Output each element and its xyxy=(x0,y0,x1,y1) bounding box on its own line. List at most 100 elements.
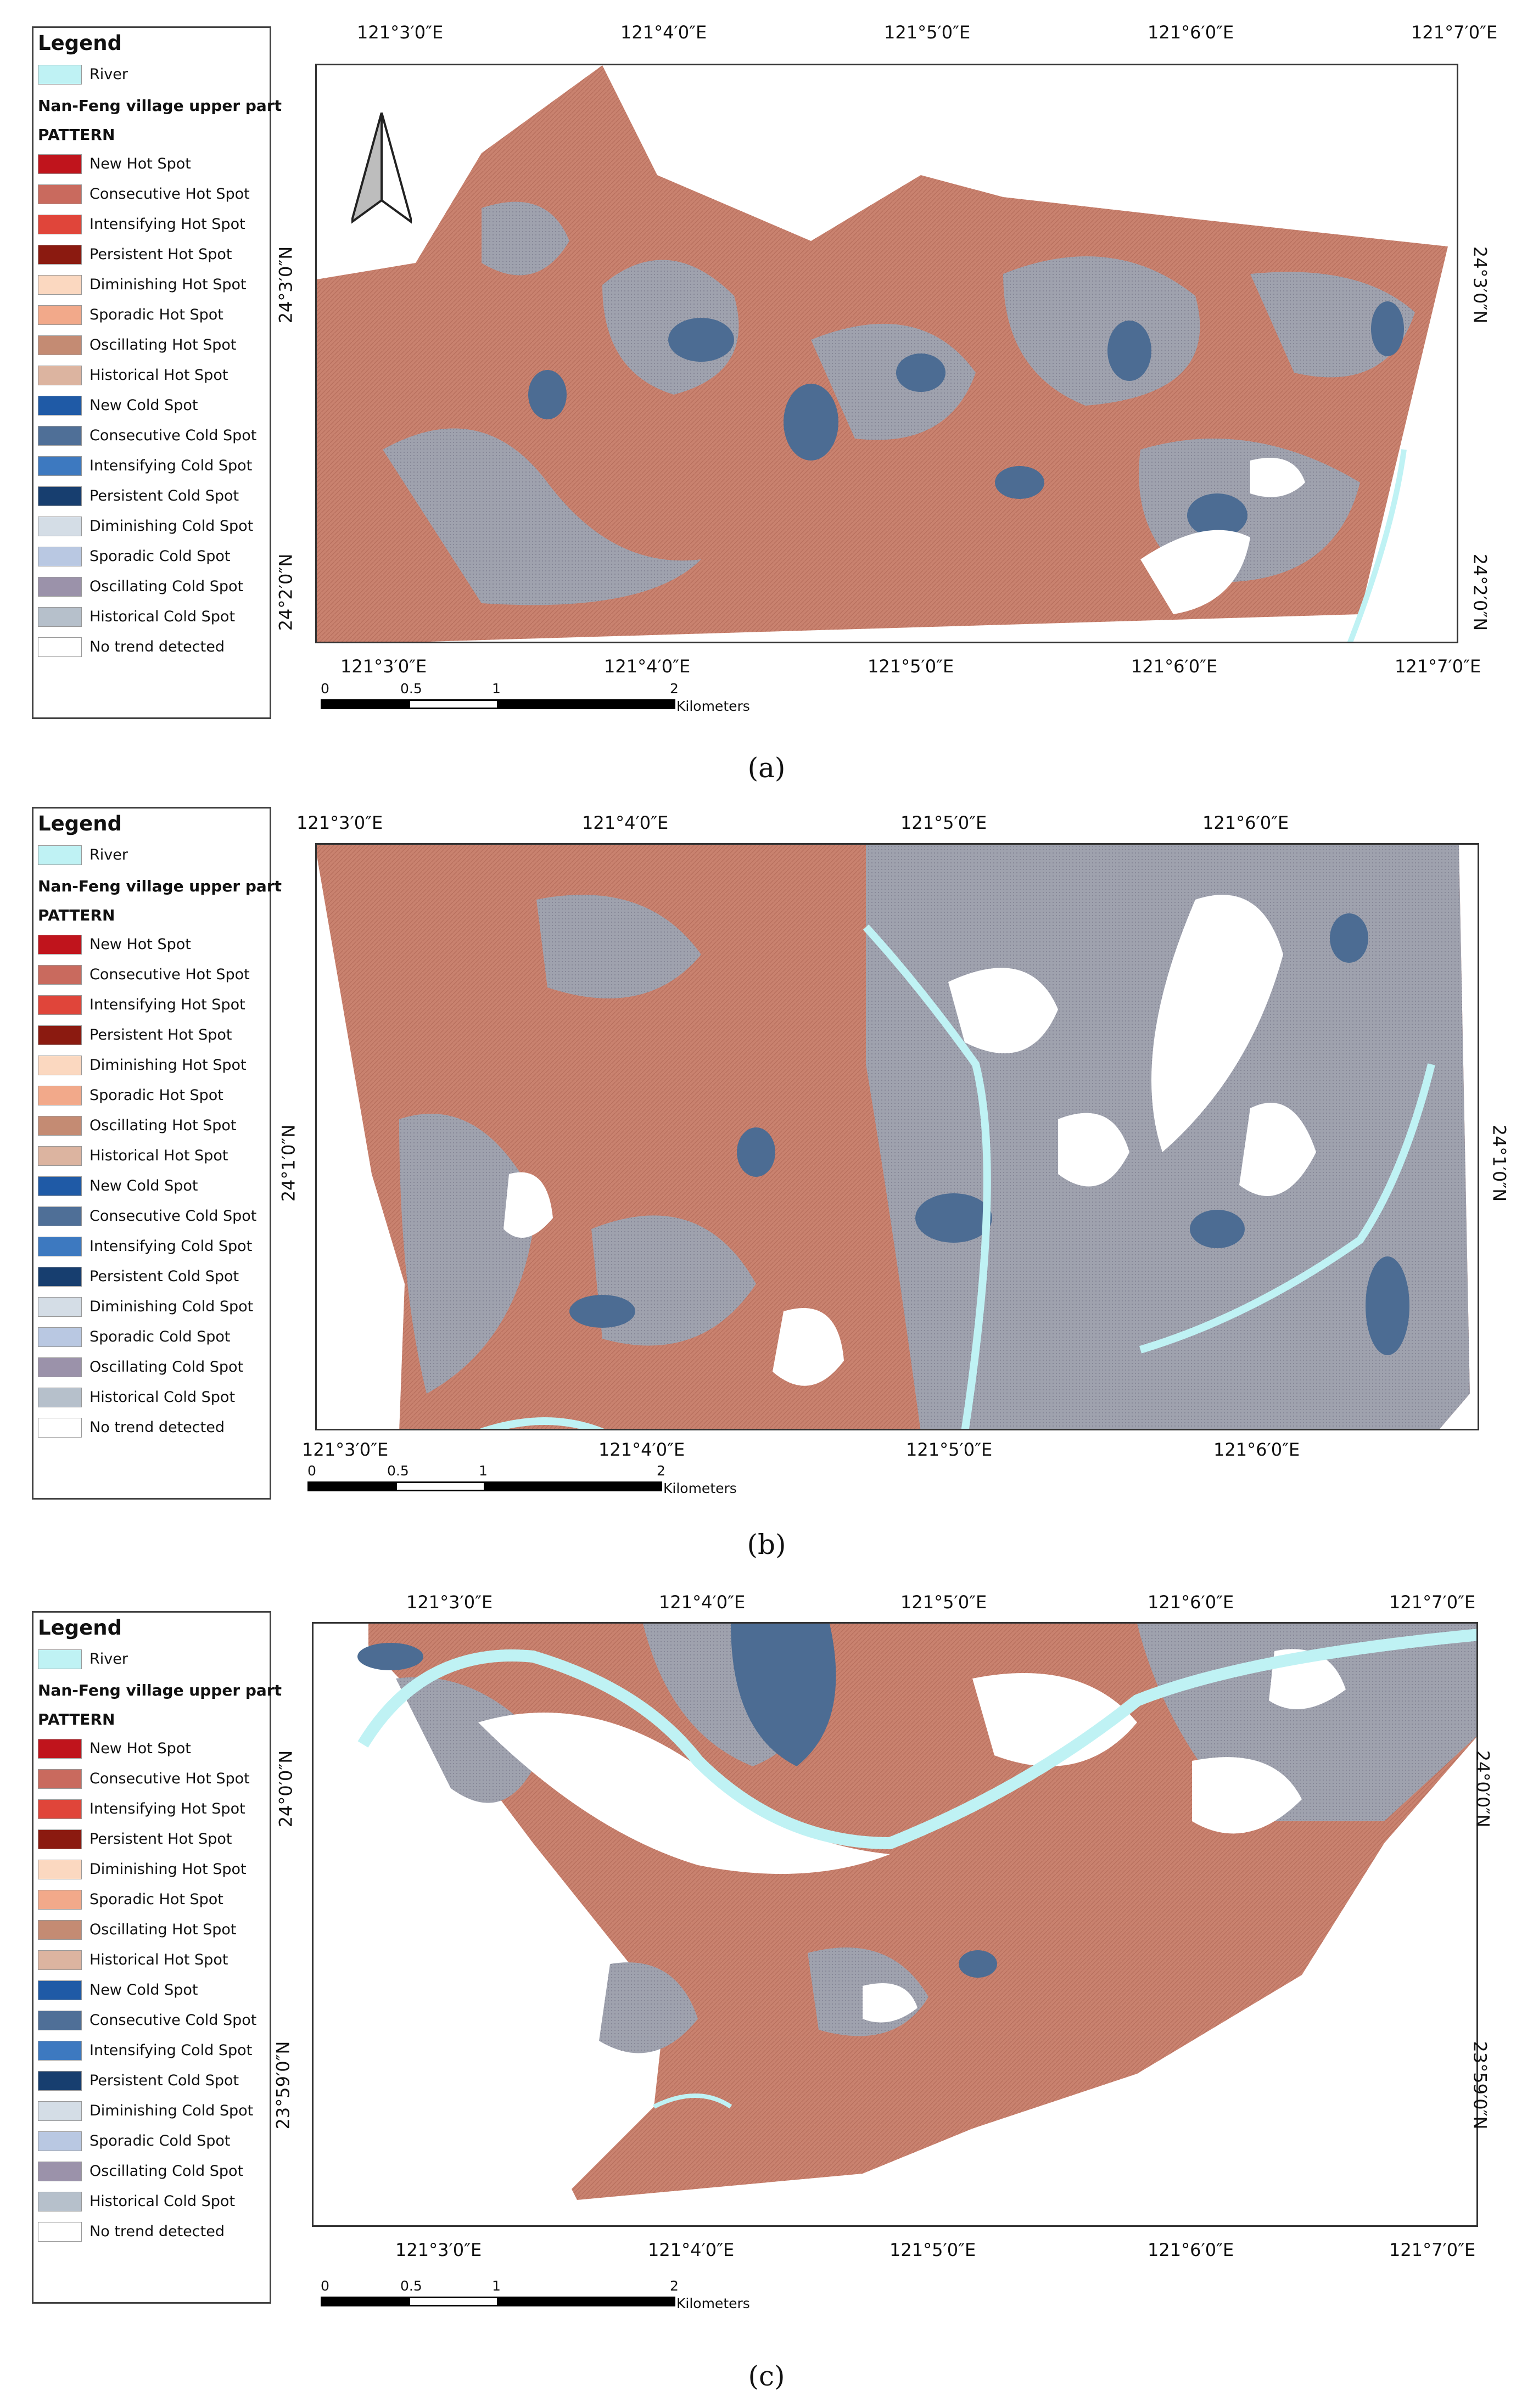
lat-label-right: 23°59′0″N xyxy=(1469,2041,1491,2130)
legend-swatch xyxy=(38,486,82,506)
lat-label-left: 24°2′0″N xyxy=(275,553,296,631)
legend-pattern-label: PATTERN xyxy=(38,1710,115,1728)
bottom-lon-label: 121°4′0″E xyxy=(598,1439,685,1460)
legend-label: Diminishing Cold Spot xyxy=(89,2102,254,2119)
legend-item: Historical Hot Spot xyxy=(33,360,270,390)
legend-swatch xyxy=(38,546,82,566)
legend-label: Intensifying Cold Spot xyxy=(89,1238,253,1255)
legend-item: Sporadic Cold Spot xyxy=(33,541,270,571)
legend-label: No trend detected xyxy=(89,638,225,655)
legend-label: Diminishing Hot Spot xyxy=(89,276,247,293)
legend-label: Diminishing Hot Spot xyxy=(89,1057,247,1074)
legend-label: Oscillating Cold Spot xyxy=(89,1359,244,1376)
map-panel-c: Legend River Nan-Feng village upper part PA… xyxy=(0,1581,1533,2408)
legend-item: Consecutive Cold Spot xyxy=(33,2005,270,2035)
legend-item: Intensifying Cold Spot xyxy=(33,451,270,481)
legend-swatch xyxy=(38,1919,82,1940)
scale-tick: 1 xyxy=(479,1463,488,1479)
legend-label: Oscillating Cold Spot xyxy=(89,2163,244,2180)
legend-swatch xyxy=(38,2191,82,2211)
legend-swatch xyxy=(38,1266,82,1287)
legend-label: Persistent Hot Spot xyxy=(89,1831,232,1848)
legend-pattern-label: PATTERN xyxy=(38,906,115,924)
map-canvas xyxy=(357,1624,1476,2200)
scale-bar: 0 0.5 1 2 Kilometers xyxy=(321,2278,760,2311)
scale-unit: Kilometers xyxy=(676,2295,750,2311)
lat-label-right: 24°0′0″N xyxy=(1472,1750,1493,1828)
legend-pattern-label: PATTERN xyxy=(38,126,115,144)
legend-swatch xyxy=(38,1055,82,1075)
legend-area-label: Nan-Feng village upper part xyxy=(38,97,282,115)
legend-label: Consecutive Cold Spot xyxy=(89,1208,257,1225)
dark-cold-patches xyxy=(357,1624,997,1978)
dark-cold-patches xyxy=(528,301,1404,537)
bottom-lon-label: 121°7′0″E xyxy=(1395,656,1481,677)
legend-label: Intensifying Hot Spot xyxy=(89,1800,245,1817)
legend-item: New Hot Spot xyxy=(33,149,270,179)
legend-label: Oscillating Cold Spot xyxy=(89,578,244,595)
legend-label: Consecutive Cold Spot xyxy=(89,427,257,444)
bottom-lon-label: 121°7′0″E xyxy=(1389,2239,1476,2260)
legend-title: Legend xyxy=(38,812,122,835)
bottom-lon-label: 121°6′0″E xyxy=(1131,656,1218,677)
legend-swatch xyxy=(38,2221,82,2242)
legend-item: Persistent Hot Spot xyxy=(33,239,270,270)
legend-label: Diminishing Cold Spot xyxy=(89,518,254,535)
river xyxy=(480,1417,604,1429)
legend-item: Sporadic Cold Spot xyxy=(33,2126,270,2156)
legend-swatch xyxy=(38,1950,82,1970)
no-trend-areas xyxy=(503,895,1316,1386)
legend-item: Consecutive Hot Spot xyxy=(33,179,270,209)
river xyxy=(357,1629,1476,1850)
legend-item: Sporadic Hot Spot xyxy=(33,1080,270,1110)
legend-item: Consecutive Hot Spot xyxy=(33,959,270,990)
legend-title: Legend xyxy=(38,31,122,55)
legend-item: Historical Cold Spot xyxy=(33,602,270,632)
legend-item: Sporadic Hot Spot xyxy=(33,300,270,330)
no-trend-areas xyxy=(1140,458,1305,614)
legend-item: New Cold Spot xyxy=(33,1171,270,1201)
no-trend-areas xyxy=(478,1649,1346,2023)
panel-caption: (a) xyxy=(747,752,786,784)
legend-label: New Hot Spot xyxy=(89,1740,191,1757)
legend-swatch xyxy=(38,305,82,325)
legend-item: Intensifying Hot Spot xyxy=(33,209,270,239)
legend-swatch xyxy=(38,637,82,657)
legend-swatch xyxy=(38,1829,82,1849)
legend-label: Consecutive Cold Spot xyxy=(89,2012,257,2029)
top-lon-label: 121°6′0″E xyxy=(1148,22,1234,43)
legend-item: Consecutive Cold Spot xyxy=(33,1201,270,1231)
legend-swatch xyxy=(38,607,82,627)
legend-label: Historical Hot Spot xyxy=(89,367,228,384)
legend-item: Sporadic Hot Spot xyxy=(33,1884,270,1915)
legend-swatch xyxy=(38,1115,82,1136)
legend-swatch xyxy=(38,1357,82,1377)
legend-label: Oscillating Hot Spot xyxy=(89,336,237,353)
bottom-lon-label: 121°4′0″E xyxy=(604,656,691,677)
legend-area-label: Nan-Feng village upper part xyxy=(38,1681,282,1699)
scale-tick: 0 xyxy=(307,1463,316,1479)
map-panel-a: Legend River Nan-Feng village upper part PA… xyxy=(0,0,1533,790)
legend-item: Oscillating Cold Spot xyxy=(33,571,270,602)
legend-label: River xyxy=(89,1651,128,1668)
scale-unit: Kilometers xyxy=(676,698,750,714)
legend-swatch xyxy=(38,274,82,295)
map-panel-b: Legend River Nan-Feng village upper part PA… xyxy=(0,785,1533,1575)
legend-label: Intensifying Hot Spot xyxy=(89,216,245,233)
legend: Legend River Nan-Feng village upper part PA… xyxy=(32,26,282,719)
legend-item: Intensifying Hot Spot xyxy=(33,990,270,1020)
top-lon-label: 121°3′0″E xyxy=(296,812,383,833)
legend-swatch xyxy=(38,2161,82,2181)
legend-item: Persistent Cold Spot xyxy=(33,2065,270,2096)
legend-label: New Hot Spot xyxy=(89,155,191,172)
lat-label-left: 24°1′0″N xyxy=(278,1124,299,1202)
legend-item: Diminishing Cold Spot xyxy=(33,2096,270,2126)
river xyxy=(863,924,991,1429)
legend-item: Historical Hot Spot xyxy=(33,1945,270,1975)
top-lon-label: 121°3′0″E xyxy=(357,22,444,43)
legend-swatch xyxy=(38,335,82,355)
legend-item: Diminishing Cold Spot xyxy=(33,511,270,541)
bottom-lon-label: 121°3′0″E xyxy=(340,656,427,677)
top-lon-label: 121°5′0″E xyxy=(884,22,971,43)
legend-swatch xyxy=(38,1417,82,1438)
